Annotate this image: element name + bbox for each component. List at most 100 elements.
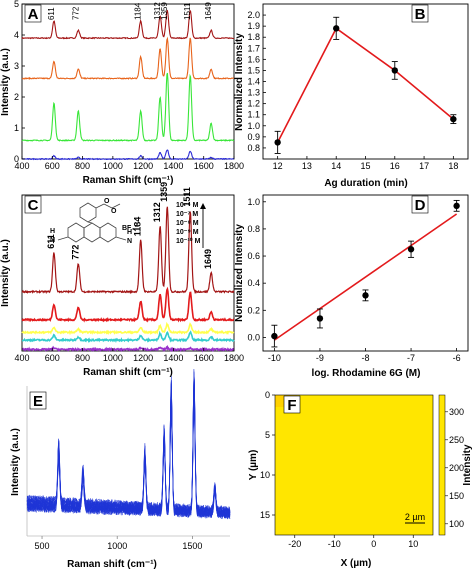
panel-c-legend-entry: 10⁻⁹ M — [176, 229, 199, 236]
colorbar-tick-label: 300 — [449, 407, 464, 417]
panel-d-point — [453, 202, 460, 210]
panel-a-y-tick-label: 1 — [14, 123, 19, 133]
structure-label-o1: O — [104, 198, 110, 205]
panel-a-x-tick-label: 1000 — [103, 161, 123, 171]
panel-a-ylabel: Intensity (a.u.) — [0, 48, 11, 116]
panel-d-x-tick-label: -7 — [407, 353, 415, 363]
panel-b-x-tick-label: 12 — [273, 161, 283, 171]
panel-b-y-tick-label: 0.8 — [247, 143, 260, 153]
panel-a-y-tick-label: 2 — [14, 92, 19, 102]
panel-f-x-ticks: -20 -10 0 10 — [288, 535, 418, 549]
panel-e-x-tick-label: 500 — [35, 541, 50, 551]
panel-e-spectrum — [26, 373, 231, 519]
panel-e-spectrum — [26, 371, 231, 519]
panel-b-label: B — [415, 6, 426, 23]
panel-d-point — [271, 332, 278, 340]
panel-a-peak-label: 1511 — [183, 2, 192, 20]
panel-b-y-tick-label: 1.1 — [247, 110, 260, 120]
panel-b-x-tick-label: 14 — [331, 161, 341, 171]
panel-b-point — [333, 25, 340, 32]
panel-e-x-tick-label: 1500 — [182, 541, 202, 551]
panel-c-frame — [21, 194, 235, 352]
panel-c-legend-entry: 10⁻⁸ M — [176, 220, 199, 227]
panel-d-label-box — [411, 195, 429, 214]
panel-c-legend-entry: 10⁻⁶ M — [176, 202, 199, 209]
panel-f-y-tick-label: 0 — [265, 390, 270, 400]
panel-a-frame — [21, 3, 235, 160]
panel-c-spectra — [21, 206, 235, 353]
colorbar-tick-label: 200 — [449, 463, 464, 473]
panel-b-y-tick-label: 1.5 — [247, 65, 260, 75]
colorbar-tick-label: 250 — [449, 435, 464, 445]
panel-c-series-4 — [21, 344, 235, 353]
panel-e-spectrum — [26, 403, 230, 515]
panel-e-label-box — [29, 391, 47, 410]
panel-d-x-tick-label: -6 — [453, 353, 461, 363]
colorbar-tick-label: 150 — [449, 491, 464, 501]
panel-d: -10 -9 -8 -7 -6 0.0 0.2 0.4 0.6 0.8 1.0 log. Rhod… — [234, 194, 469, 379]
panel-b-y-tick-label: 0.9 — [247, 132, 260, 142]
panel-b-y-tick-label: 1.4 — [247, 77, 260, 87]
panel-c-legend-entry: 10⁻⁷ M — [176, 211, 198, 218]
panel-a-y-tick-label: 4 — [14, 30, 19, 40]
panel-a-x-tick-label: 400 — [14, 161, 29, 171]
panel-c-x-tick-label: 400 — [14, 353, 29, 363]
panel-f-frame — [274, 394, 434, 536]
panel-b-x-tick-label: 18 — [448, 161, 458, 171]
panel-d-x-tick-label: -9 — [316, 353, 324, 363]
panel-a-peak-label: 1312 — [153, 2, 162, 20]
panel-d-point — [316, 315, 324, 322]
panel-e-spectrum — [26, 403, 231, 514]
panel-e-spectra — [26, 369, 231, 520]
structure-label-bf4: BF₄⁻ — [122, 225, 139, 232]
panel-f-label: F — [287, 397, 296, 414]
panel-c-x-tick-label: 1200 — [133, 353, 153, 363]
panel-e-x-tick-label: 1000 — [107, 541, 127, 551]
panel-a-peak-label: 1184 — [134, 2, 143, 20]
scale-bar-label: 2 µm — [405, 512, 425, 522]
panel-f-xlabel: X (µm) — [341, 558, 372, 569]
panel-a-x-tick-label: 1800 — [224, 161, 244, 171]
panel-f-x-tick-label: -20 — [288, 539, 301, 549]
panel-a-peak-label: 1649 — [204, 2, 213, 20]
panel-a-series-0 — [21, 9, 235, 40]
panel-a-peak-label: 1359 — [160, 2, 169, 20]
legend-arrow-head — [200, 203, 206, 209]
panel-d-y-tick-label: 0.0 — [247, 332, 260, 342]
panel-a-label-box — [24, 4, 42, 23]
panel-b-y-tick-label: 1.2 — [247, 99, 260, 109]
panel-b-y-tick-label: 1.8 — [247, 32, 260, 42]
panel-f: -20 -10 0 10 0 5 10 15 2 µm 100 150 200 250 300 X … — [248, 390, 473, 569]
panel-b-x-tick-label: 17 — [419, 161, 429, 171]
panel-b-frame — [262, 3, 469, 160]
panel-d-ylabel: Normalized Intensity — [234, 224, 245, 322]
panel-d-y-tick-label: 0.8 — [247, 224, 260, 234]
panel-a-y-tick-label: 0 — [14, 154, 19, 164]
panel-d-points — [271, 199, 460, 348]
panel-e-spectrum — [26, 372, 231, 518]
panel-c-peak-label: 611 — [46, 234, 56, 249]
panel-c-peak-label: 1649 — [203, 249, 213, 269]
panel-a-x-tick-label: 1400 — [163, 161, 183, 171]
panel-a-xlabel: Raman Shift (cm⁻¹) — [83, 175, 174, 186]
panel-d-label: D — [415, 197, 426, 214]
panel-a-x-tick-label: 1200 — [133, 161, 153, 171]
panel-e-spectrum — [26, 382, 231, 519]
panel-c-series-3 — [21, 330, 235, 344]
structure-label-o2: O — [111, 208, 117, 215]
structure-label-n1: N — [50, 237, 55, 244]
panel-d-y-tick-label: 0.6 — [247, 251, 260, 261]
panel-a-series-3 — [21, 149, 235, 161]
panel-b-y-tick-label: 2.0 — [247, 10, 260, 20]
colorbar-ticks: 100 150 200 250 300 — [445, 407, 464, 529]
panel-b-y-tick-label: 1.6 — [247, 54, 260, 64]
panel-d-y-ticks: 0.0 0.2 0.4 0.6 0.8 1.0 — [247, 197, 266, 342]
panel-b-connect-line — [276, 27, 454, 143]
panel-f-y-tick-label: 5 — [265, 430, 270, 440]
panel-b-y-tick-label: 1.3 — [247, 88, 260, 98]
panel-f-y-ticks: 0 5 10 15 — [260, 390, 275, 520]
structure-label-h1: H — [50, 228, 55, 235]
panel-b-xlabel: Ag duration (min) — [324, 178, 407, 189]
